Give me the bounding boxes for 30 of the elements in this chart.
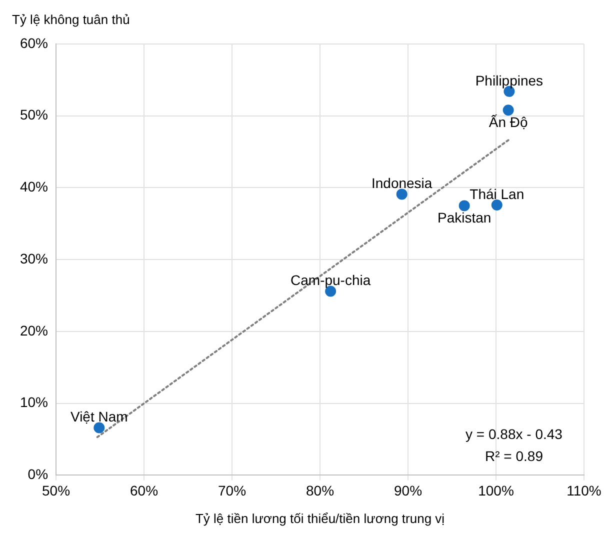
annotation: Cam-pu-chia: [290, 272, 371, 288]
point: [491, 199, 502, 210]
point: [94, 422, 105, 434]
x-tick-label: 90%: [394, 482, 422, 498]
x-tick-label: 50%: [42, 482, 70, 498]
annotation: Thái Lan: [470, 186, 524, 202]
annotation: Việt Nam: [70, 408, 128, 425]
y-tick-label: 60%: [20, 34, 48, 51]
y-axis-title: Tỷ lệ không tuân thủ: [12, 12, 130, 27]
annotation: Ấn Độ: [488, 114, 528, 130]
y-tick-label: 50%: [20, 106, 48, 123]
y-tick-label: 40%: [20, 178, 48, 195]
annotation: Indonesia: [371, 175, 432, 192]
point: [458, 200, 470, 212]
x-tick-label: 100%: [478, 482, 514, 498]
annotation: Pakistan: [437, 210, 492, 226]
x-tick-label: 60%: [130, 482, 158, 498]
y-tick-label: 30%: [20, 250, 48, 266]
y-tick-label: 10%: [20, 394, 48, 410]
y-tick-label: 20%: [20, 322, 48, 338]
x-axis-title: Tỷ lệ tiền lương tối thiểu/tiền lương trung vị: [195, 511, 445, 526]
x-tick-label: 70%: [218, 482, 246, 498]
annotation: R² = 0.89: [485, 448, 544, 464]
annotation: y = 0.88x - 0.43: [466, 426, 563, 442]
x-tick-label: 80%: [306, 482, 334, 498]
annotation: Philippines: [475, 72, 544, 88]
x-tick-label: 110%: [566, 482, 602, 498]
y-tick-label: 0%: [28, 466, 48, 482]
point: [396, 188, 408, 200]
point: [502, 104, 514, 116]
